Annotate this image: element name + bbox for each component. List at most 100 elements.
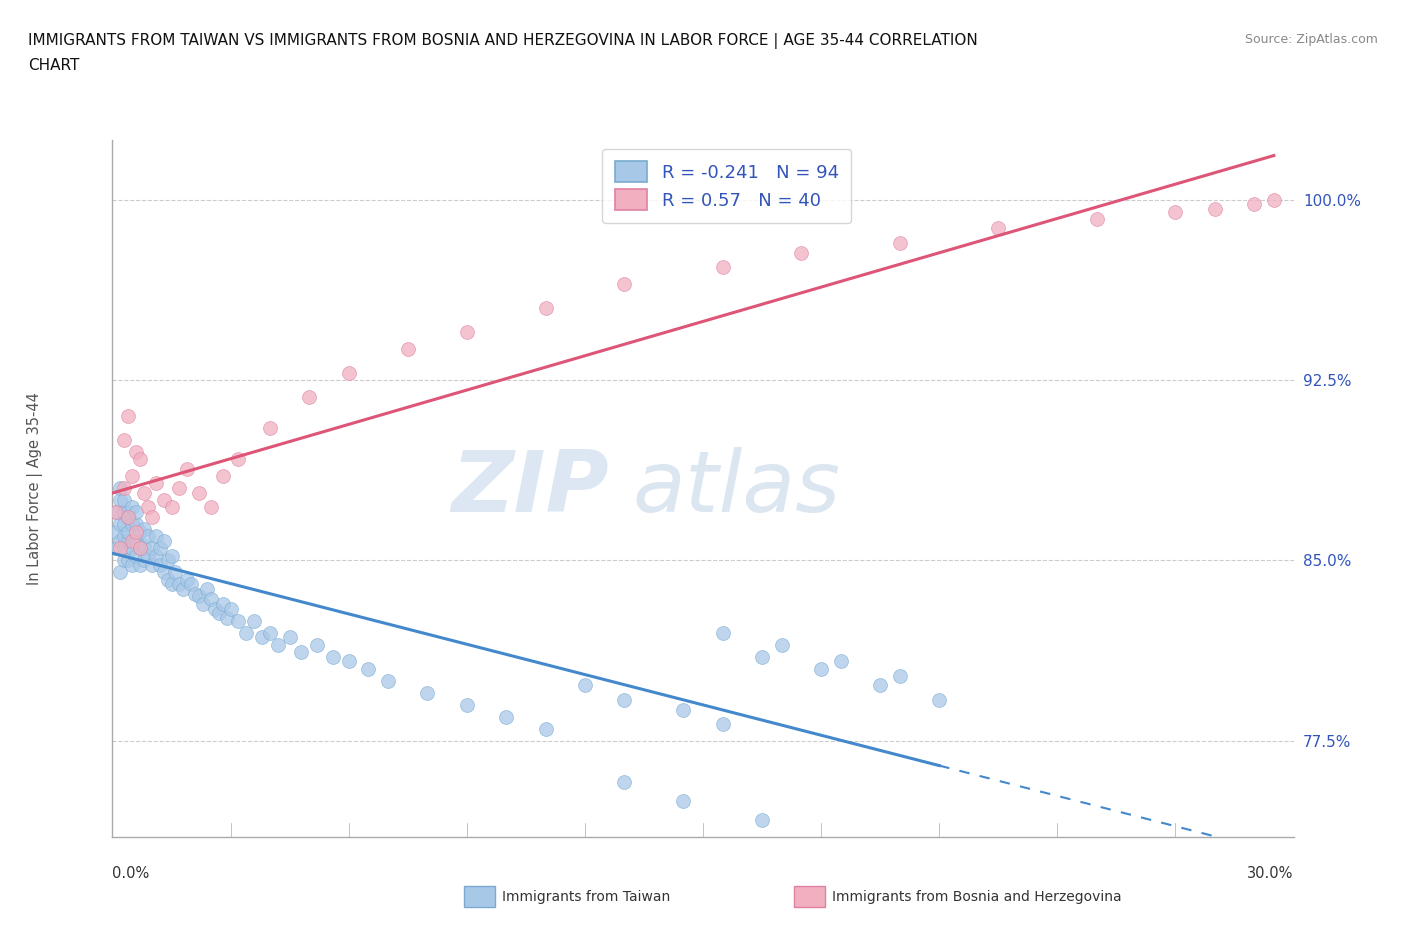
Point <box>125 517 148 532</box>
Point <box>751 649 773 664</box>
Point <box>110 493 132 508</box>
Point <box>869 678 891 693</box>
Legend: R = -0.241   N = 94, R = 0.57   N = 40: R = -0.241 N = 94, R = 0.57 N = 40 <box>602 149 851 223</box>
Point <box>889 235 911 250</box>
Point <box>132 522 155 537</box>
Point <box>396 341 419 356</box>
Point <box>613 775 636 790</box>
Point <box>112 541 135 556</box>
Point <box>117 553 139 568</box>
Point <box>117 525 139 539</box>
Point <box>132 538 155 553</box>
Point <box>141 558 163 573</box>
Point <box>117 408 139 423</box>
Point <box>112 505 135 520</box>
Point <box>377 673 399 688</box>
Point <box>200 591 222 606</box>
Point <box>110 481 132 496</box>
Point <box>613 276 636 291</box>
Point <box>259 625 281 640</box>
Point <box>145 529 167 544</box>
Point <box>195 582 218 597</box>
Point <box>129 452 152 467</box>
Point <box>121 517 143 532</box>
Point <box>121 541 143 556</box>
Text: IMMIGRANTS FROM TAIWAN VS IMMIGRANTS FROM BOSNIA AND HERZEGOVINA IN LABOR FORCE : IMMIGRANTS FROM TAIWAN VS IMMIGRANTS FRO… <box>28 33 977 48</box>
Point <box>456 698 478 712</box>
Point <box>456 325 478 339</box>
Point <box>125 548 148 563</box>
Point <box>117 505 139 520</box>
Point <box>810 661 832 676</box>
Text: Immigrants from Bosnia and Herzegovina: Immigrants from Bosnia and Herzegovina <box>832 889 1122 904</box>
Point <box>149 558 172 573</box>
Point <box>337 654 360 669</box>
Point <box>136 529 159 544</box>
Point <box>121 469 143 484</box>
Point <box>117 534 139 549</box>
Point <box>141 541 163 556</box>
Point <box>165 565 187 580</box>
Point <box>322 649 344 664</box>
Point <box>790 246 813 260</box>
Point <box>136 548 159 563</box>
Text: 0.0%: 0.0% <box>112 866 149 881</box>
Point <box>117 510 139 525</box>
Point <box>169 577 191 591</box>
Point <box>211 596 233 611</box>
Point <box>751 813 773 828</box>
Point <box>534 722 557 737</box>
Point <box>889 669 911 684</box>
Text: CHART: CHART <box>28 58 80 73</box>
Point <box>495 710 517 724</box>
Point <box>672 702 695 717</box>
Point <box>770 637 793 652</box>
Point <box>110 541 132 556</box>
Point <box>211 469 233 484</box>
Point <box>156 572 179 587</box>
Point <box>152 493 174 508</box>
Point <box>188 485 211 500</box>
Point <box>176 461 198 476</box>
Point <box>132 485 155 500</box>
Point <box>152 534 174 549</box>
Point <box>204 601 226 616</box>
Text: atlas: atlas <box>633 446 841 530</box>
Point <box>129 541 152 556</box>
Point <box>129 525 152 539</box>
Point <box>337 365 360 380</box>
Text: In Labor Force | Age 35-44: In Labor Force | Age 35-44 <box>27 392 44 585</box>
Point <box>125 505 148 520</box>
Point <box>219 601 242 616</box>
Point <box>125 445 148 459</box>
Text: 30.0%: 30.0% <box>1247 866 1294 881</box>
Point <box>235 625 257 640</box>
Point <box>125 525 148 539</box>
Point <box>125 534 148 549</box>
Point <box>267 637 290 652</box>
Point <box>121 500 143 515</box>
Point <box>176 572 198 587</box>
Point <box>1085 211 1108 226</box>
Point <box>105 541 128 556</box>
Point <box>416 685 439 700</box>
Point <box>160 577 183 591</box>
Point <box>110 534 132 549</box>
Point <box>208 605 231 620</box>
Point <box>149 541 172 556</box>
Point <box>112 493 135 508</box>
Point <box>145 548 167 563</box>
Point <box>307 637 329 652</box>
Point <box>136 500 159 515</box>
Point <box>191 596 214 611</box>
Point <box>110 565 132 580</box>
Point <box>121 534 143 549</box>
Point <box>169 481 191 496</box>
Point <box>121 558 143 573</box>
Point <box>243 613 266 628</box>
Point <box>117 510 139 525</box>
Point <box>105 505 128 520</box>
Point <box>105 525 128 539</box>
Point <box>145 476 167 491</box>
Point <box>129 558 152 573</box>
